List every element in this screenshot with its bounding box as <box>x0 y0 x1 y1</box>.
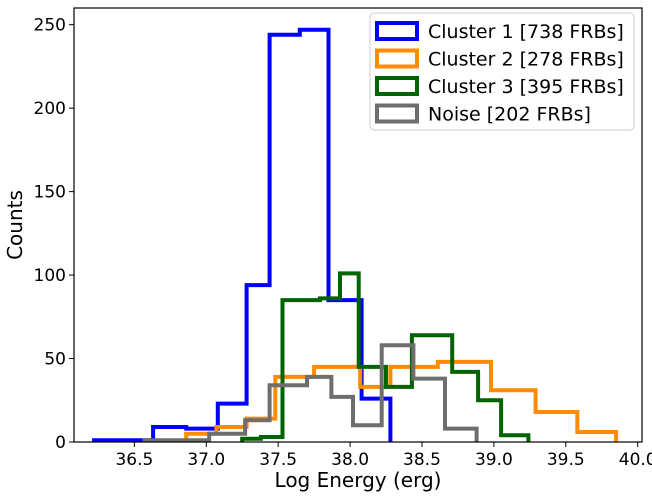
series-3-outline <box>240 271 531 442</box>
legend: Cluster 1 [738 FRBs] Cluster 2 [278 FRBs]… <box>369 12 635 131</box>
x-tick-label: 36.5 <box>115 450 153 470</box>
series-2-outline <box>184 359 619 442</box>
legend-label-series-3: Cluster 3 [395 FRBs] <box>428 76 624 98</box>
x-tick-label: 39.0 <box>475 450 513 470</box>
y-tick-label: 100 <box>34 266 66 286</box>
y-tick-label: 0 <box>55 433 66 453</box>
series-4-outline <box>142 343 479 443</box>
y-axis-label: Counts <box>3 190 27 260</box>
x-tick-label: 38.5 <box>403 450 441 470</box>
legend-swatch-series-3 <box>375 76 419 96</box>
legend-frame <box>369 12 635 131</box>
histogram-series-layer <box>92 27 619 443</box>
y-tick-label: 200 <box>34 99 66 119</box>
x-tick-label: 38.0 <box>331 450 369 470</box>
x-tick-label: 37.5 <box>259 450 297 470</box>
plot-frame <box>73 7 643 443</box>
series-1-outline <box>92 27 393 443</box>
legend-label-series-1: Cluster 1 [738 FRBs] <box>428 21 624 43</box>
x-tick-label: 37.0 <box>187 450 225 470</box>
x-axis: 36.5 37.0 37.5 38.0 38.5 39.0 39.5 40.0 <box>115 442 652 470</box>
y-tick-label: 250 <box>34 16 66 36</box>
y-tick-label: 150 <box>34 183 66 203</box>
legend-swatch-series-4 <box>375 103 419 124</box>
y-axis: 0 50 100 150 200 250 <box>34 16 74 453</box>
legend-swatch-series-2 <box>375 48 419 69</box>
x-tick-label: 39.5 <box>547 450 585 470</box>
x-axis-label: Log Energy (erg) <box>275 468 442 492</box>
y-tick-label: 50 <box>44 350 66 370</box>
legend-label-series-4: Noise [202 FRBs] <box>428 104 591 126</box>
legend-swatch-series-1 <box>375 21 419 41</box>
legend-label-series-2: Cluster 2 [278 FRBs] <box>428 49 624 71</box>
x-tick-label: 40.0 <box>619 450 652 470</box>
